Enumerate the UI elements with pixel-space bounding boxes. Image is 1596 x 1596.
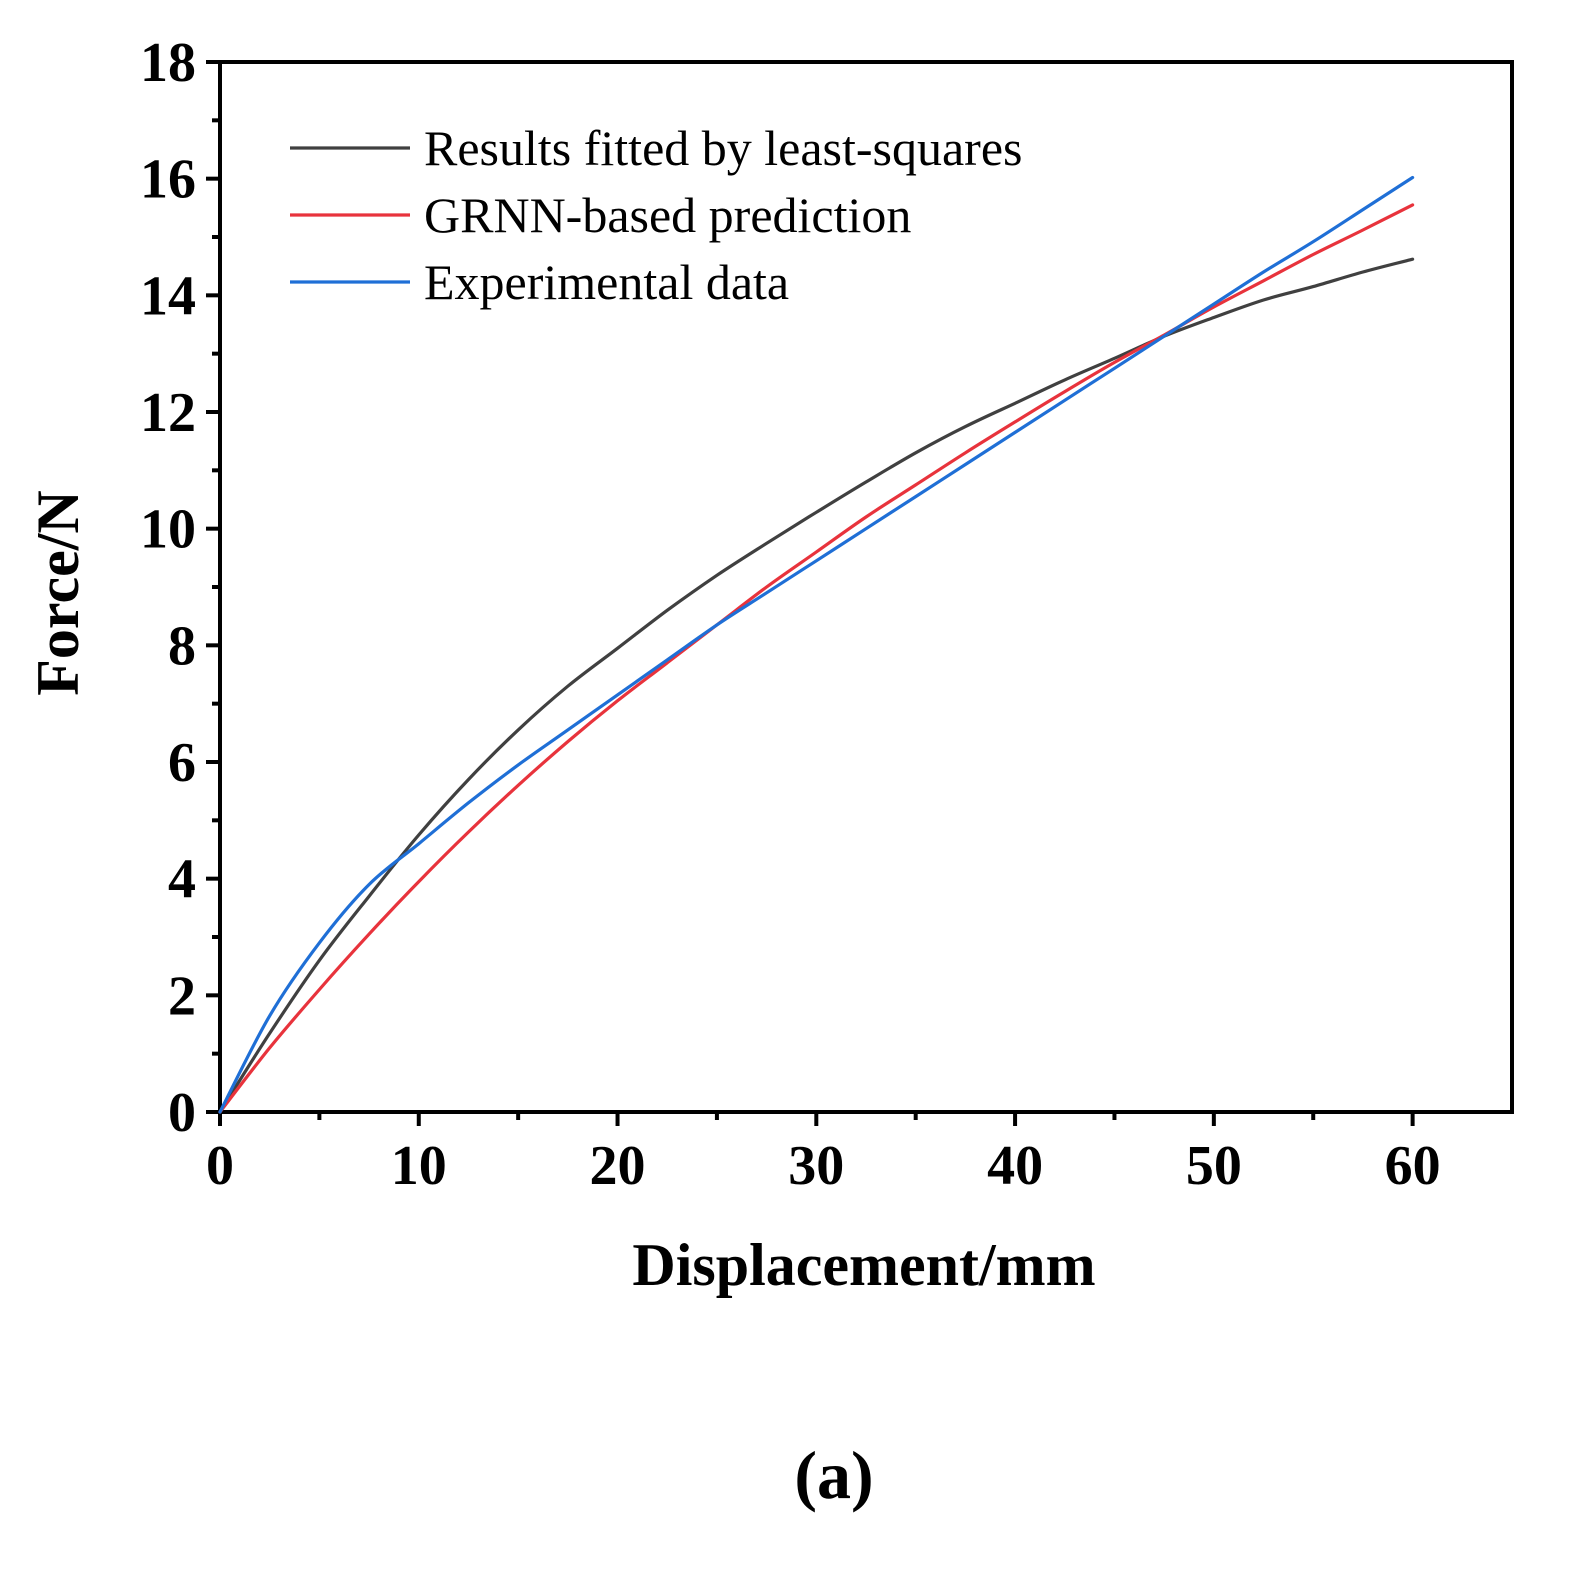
legend: Results fitted by least-squares GRNN-base… [290,120,1023,310]
x-tick-label: 60 [1385,1135,1441,1197]
y-tick-label: 12 [140,382,196,444]
legend-label: GRNN-based prediction [424,187,911,243]
x-tick-label: 40 [987,1135,1043,1197]
series-line-3 [218,175,1415,1114]
y-tick-label: 4 [168,849,196,911]
figure-caption: (a) [794,1437,873,1513]
x-tick-label: 50 [1186,1135,1242,1197]
x-tick-label: 30 [788,1135,844,1197]
x-tick-label: 10 [391,1135,447,1197]
y-tick-label: 14 [140,265,196,327]
series-group [218,175,1415,1114]
legend-item: Experimental data [290,254,789,310]
legend-label: Experimental data [424,254,789,310]
y-tick-label: 2 [168,965,196,1027]
x-tick-label: 20 [590,1135,646,1197]
legend-item: Results fitted by least-squares [290,120,1023,176]
x-axis-title: Displacement/mm [632,1232,1095,1298]
series-line-2 [218,203,1415,1114]
x-tick-label: 0 [206,1135,234,1197]
y-tick-label: 0 [168,1082,196,1144]
y-tick-label: 18 [140,32,196,94]
y-tick-label: 16 [140,149,196,211]
legend-item: GRNN-based prediction [290,187,911,243]
y-tick-label: 8 [168,615,196,677]
y-tick-label: 10 [140,499,196,561]
axes-group: 0 10 20 30 40 50 60 0 2 4 6 8 10 12 14 16 18 [140,32,1514,1197]
y-tick-label: 6 [168,732,196,794]
y-axis-title: Force/N [25,490,91,695]
legend-label: Results fitted by least-squares [424,120,1023,176]
